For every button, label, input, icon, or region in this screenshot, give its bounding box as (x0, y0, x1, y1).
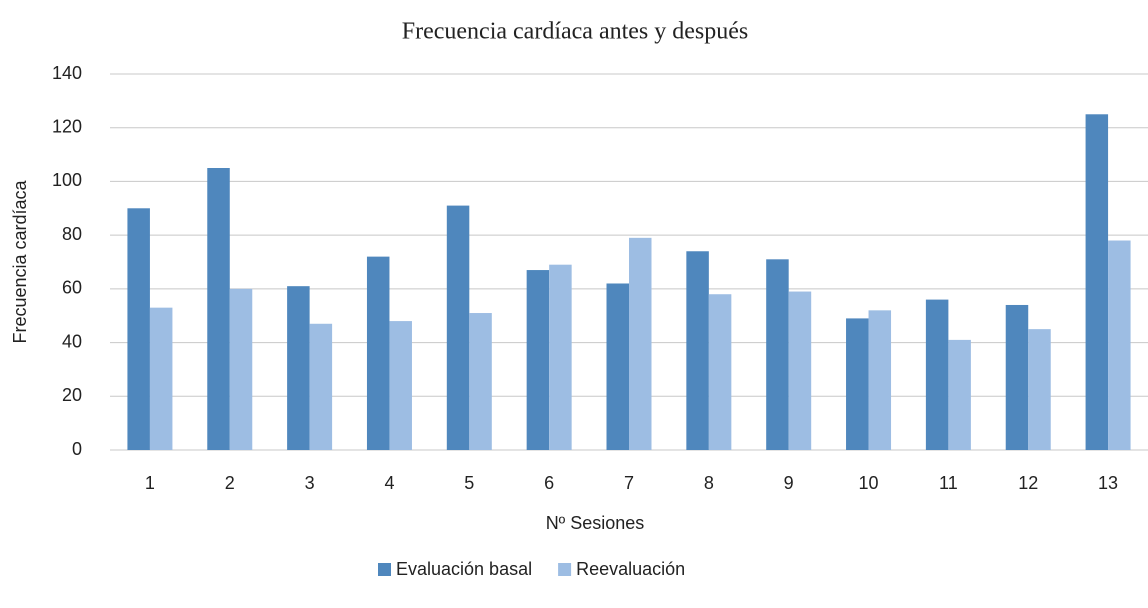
bar (469, 313, 492, 450)
x-tick-label: 4 (384, 473, 394, 493)
bar (1108, 240, 1131, 450)
bar (846, 318, 869, 450)
x-tick-label: 3 (305, 473, 315, 493)
bar (446, 205, 470, 450)
x-tick-label: 12 (1018, 473, 1038, 493)
x-tick-label: 7 (624, 473, 634, 493)
x-tick-label: 9 (784, 473, 794, 493)
bar (229, 288, 253, 450)
bar (868, 310, 892, 450)
y-axis-label: Frecuencia cardíaca (10, 179, 30, 343)
bar (788, 291, 812, 450)
legend-label: Evaluación basal (396, 559, 532, 579)
bar (686, 251, 709, 450)
bar (1005, 304, 1029, 450)
bar (149, 307, 173, 450)
bar (708, 294, 732, 450)
x-tick-label: 11 (939, 473, 958, 493)
y-tick-label: 20 (62, 385, 82, 405)
y-tick-label: 100 (52, 170, 82, 190)
legend-label: Reevaluación (576, 559, 685, 579)
x-tick-label: 8 (704, 473, 714, 493)
legend-swatch (558, 563, 572, 576)
bar (766, 259, 789, 450)
bar (309, 323, 333, 450)
x-tick-label: 1 (145, 473, 155, 493)
bar (1028, 329, 1051, 450)
bar (549, 264, 572, 450)
x-tick-label: 5 (464, 473, 474, 493)
bar (629, 237, 652, 450)
x-tick-label: 13 (1098, 473, 1118, 493)
x-tick-label: 10 (859, 473, 879, 493)
chart-title: Frecuencia cardíaca antes y después (402, 19, 749, 45)
bar (526, 270, 550, 450)
y-tick-label: 120 (52, 116, 82, 136)
y-tick-label: 80 (62, 224, 82, 244)
x-tick-label: 2 (225, 473, 235, 493)
y-tick-label: 140 (52, 63, 82, 83)
bar (925, 299, 949, 450)
bar (127, 208, 150, 450)
legend-swatch (378, 563, 391, 576)
bar (366, 256, 390, 450)
x-axis-label: Nº Sesiones (546, 513, 645, 533)
bar (287, 286, 310, 450)
x-tick-label: 6 (544, 473, 554, 493)
bar (606, 283, 629, 450)
bar (948, 339, 971, 450)
y-tick-label: 0 (72, 439, 82, 459)
y-tick-label: 40 (62, 331, 82, 351)
y-tick-label: 60 (62, 278, 82, 298)
bar (389, 321, 412, 450)
bar (207, 168, 230, 450)
bar (1085, 114, 1109, 451)
